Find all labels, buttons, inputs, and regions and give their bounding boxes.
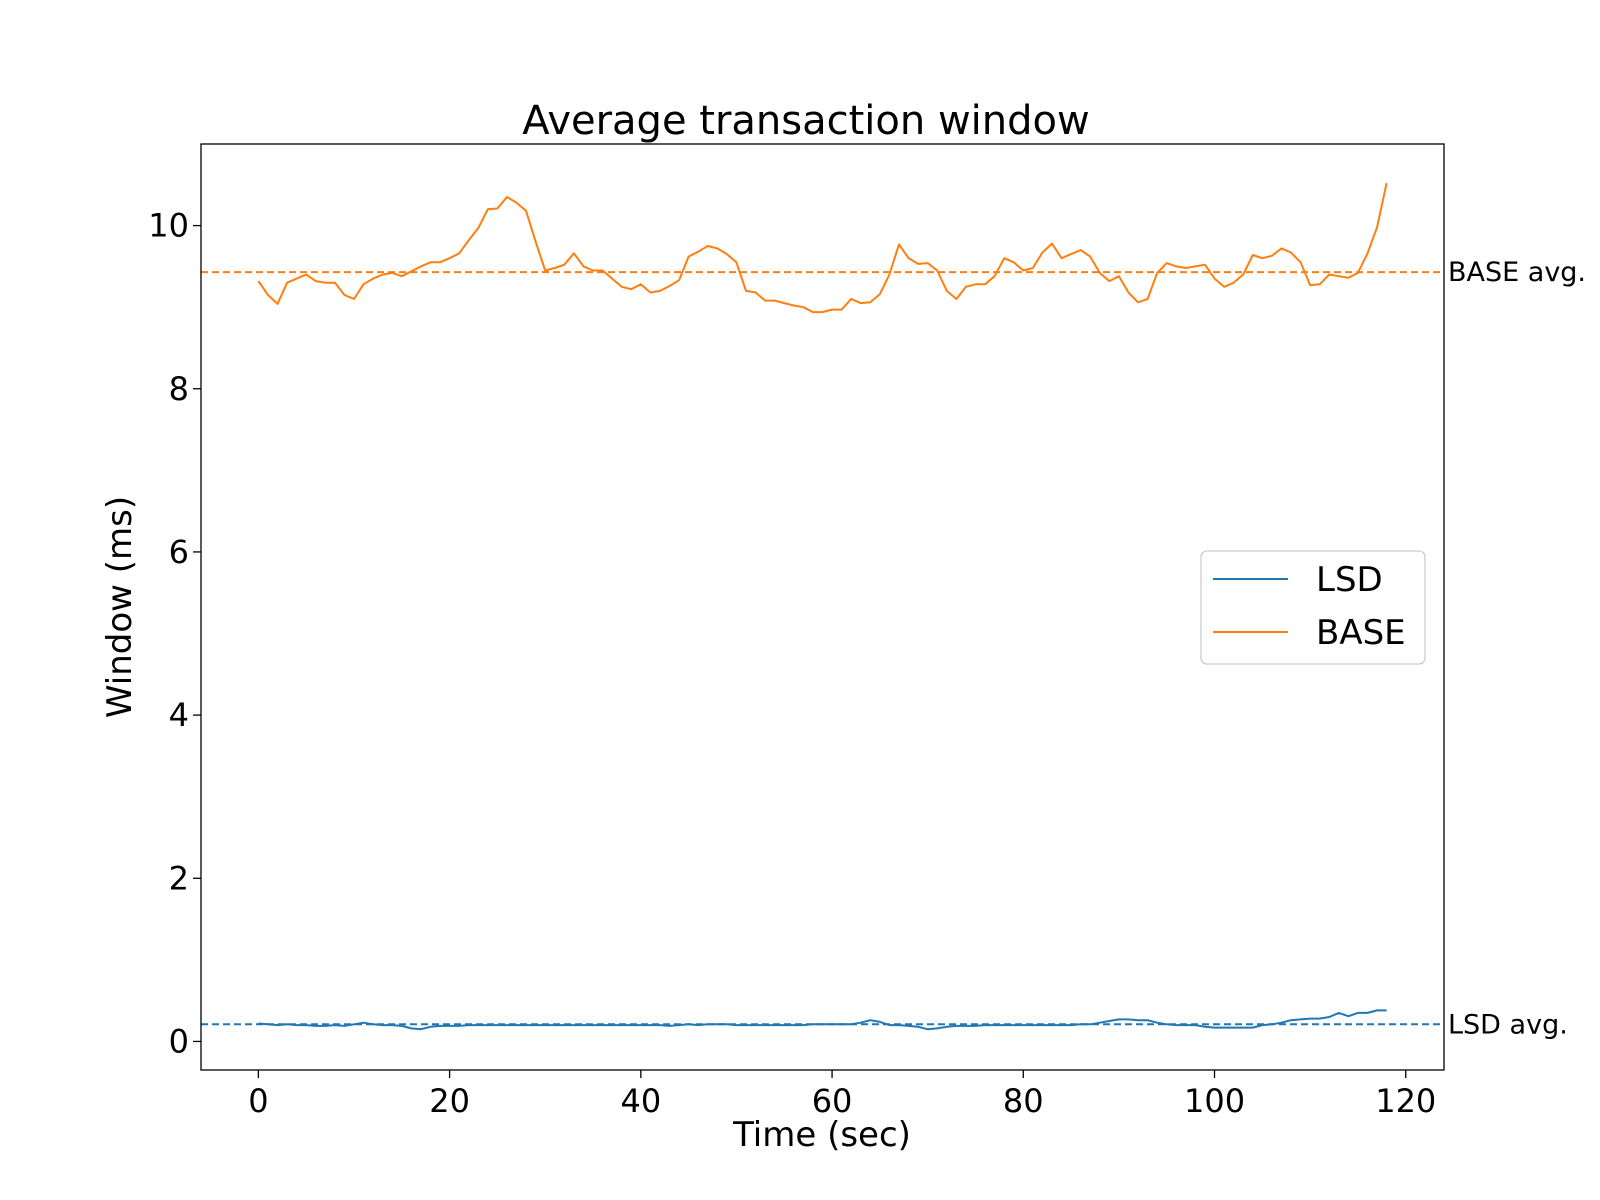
reference-line-label-1: LSD avg. xyxy=(1448,1009,1568,1040)
chart-title: Average transaction window xyxy=(522,98,1089,144)
series-line-lsd xyxy=(258,1009,1387,1031)
x-tick-label: 60 xyxy=(812,1082,853,1120)
series-group xyxy=(257,182,1388,1031)
x-tick-label: 120 xyxy=(1375,1082,1436,1120)
y-axis-ticks: 0 2 4 6 8 10 xyxy=(148,207,201,1060)
reference-line-label-0: BASE avg. xyxy=(1448,257,1586,288)
y-axis-label: Window (ms) xyxy=(100,496,140,718)
x-tick-label: 80 xyxy=(1003,1082,1044,1120)
x-tick-label: 40 xyxy=(620,1082,661,1120)
x-tick-label: 0 xyxy=(248,1082,268,1120)
x-axis-label: Time (sec) xyxy=(732,1115,911,1155)
series-line-base xyxy=(257,182,1388,314)
legend-label-lsd: LSD xyxy=(1316,560,1383,600)
y-tick-label: 10 xyxy=(148,207,189,245)
y-tick-label: 0 xyxy=(169,1022,189,1060)
plot-frame xyxy=(200,143,1445,1071)
y-tick-label: 2 xyxy=(169,859,189,897)
x-axis-ticks: 0 20 40 60 80 100 120 xyxy=(248,1070,1436,1120)
x-tick-label: 20 xyxy=(429,1082,470,1120)
legend-label-base: BASE xyxy=(1316,613,1406,653)
x-tick-label: 100 xyxy=(1184,1082,1245,1120)
y-tick-label: 6 xyxy=(169,533,189,571)
legend: LSD BASE xyxy=(1200,550,1426,665)
y-tick-label: 4 xyxy=(169,696,189,734)
y-tick-label: 8 xyxy=(169,370,189,408)
